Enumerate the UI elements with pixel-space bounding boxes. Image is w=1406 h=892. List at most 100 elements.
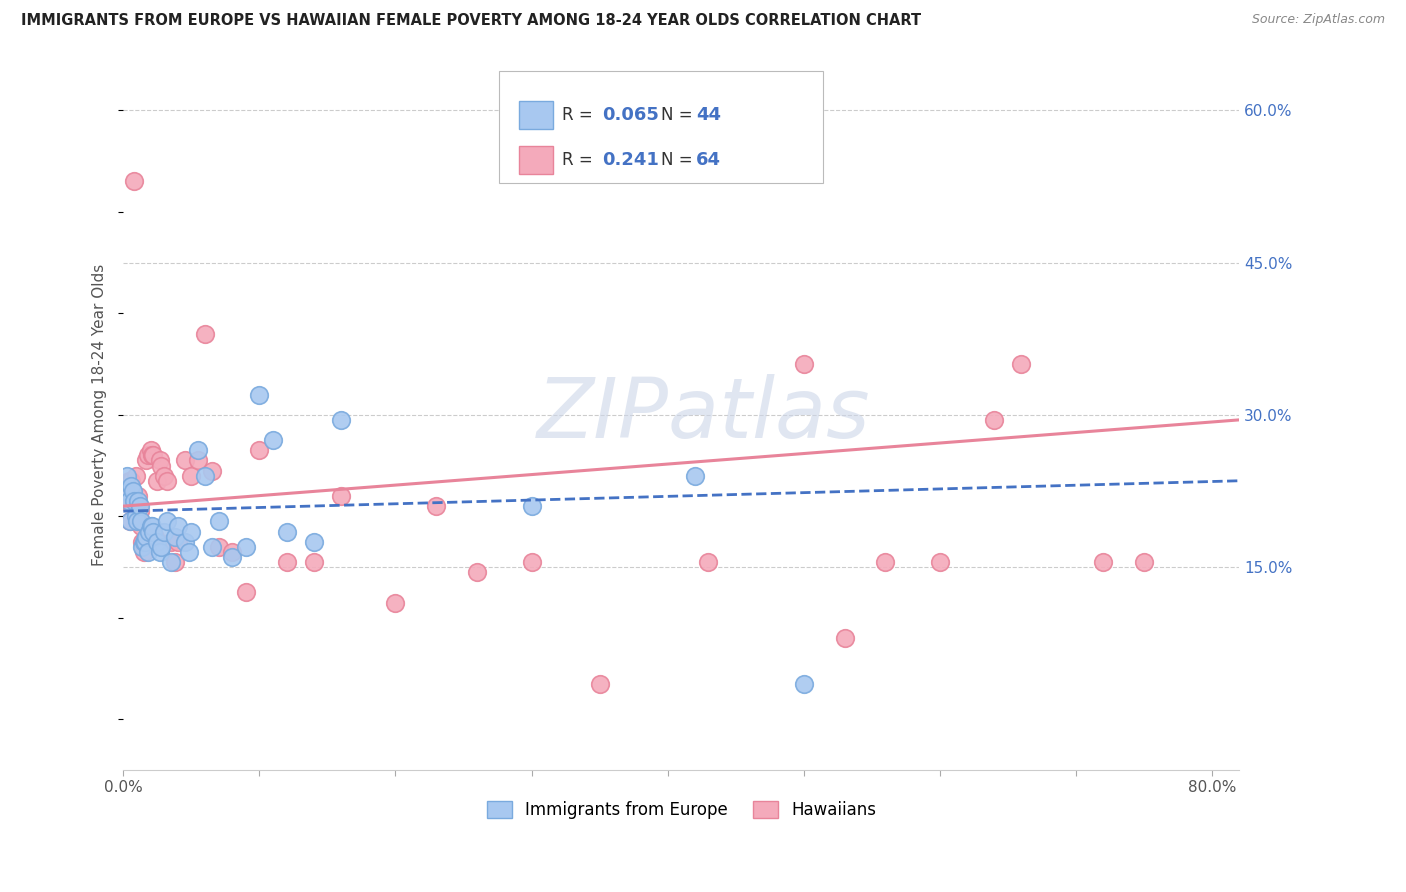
Point bbox=[128, 499, 150, 513]
Point bbox=[117, 468, 139, 483]
Y-axis label: Female Poverty Among 18-24 Year Olds: Female Poverty Among 18-24 Year Olds bbox=[93, 264, 107, 566]
Point bbox=[125, 514, 148, 528]
Point bbox=[132, 545, 155, 559]
Point bbox=[121, 483, 143, 498]
Point bbox=[139, 443, 162, 458]
Point bbox=[122, 494, 145, 508]
Point bbox=[132, 534, 155, 549]
Point bbox=[875, 555, 897, 569]
Point bbox=[330, 413, 353, 427]
Point bbox=[131, 534, 153, 549]
Point bbox=[173, 453, 195, 467]
Text: 0.241: 0.241 bbox=[602, 151, 658, 169]
Point bbox=[124, 509, 146, 524]
Point bbox=[194, 468, 217, 483]
Point bbox=[187, 453, 209, 467]
Point bbox=[177, 545, 200, 559]
Point bbox=[302, 534, 325, 549]
Text: N =: N = bbox=[661, 106, 697, 124]
Point bbox=[118, 474, 141, 488]
Text: ZIPatlas: ZIPatlas bbox=[537, 375, 870, 455]
Point bbox=[153, 524, 176, 539]
Point bbox=[235, 540, 257, 554]
Point bbox=[139, 519, 162, 533]
Point bbox=[134, 534, 156, 549]
Point bbox=[135, 530, 157, 544]
Point bbox=[425, 499, 447, 513]
Point bbox=[201, 464, 224, 478]
Point bbox=[142, 449, 165, 463]
Text: Source: ZipAtlas.com: Source: ZipAtlas.com bbox=[1251, 13, 1385, 27]
Point bbox=[150, 540, 173, 554]
Point bbox=[153, 468, 176, 483]
Point bbox=[163, 530, 186, 544]
Point bbox=[160, 555, 183, 569]
Point bbox=[928, 555, 950, 569]
Point bbox=[1092, 555, 1115, 569]
Point bbox=[276, 555, 298, 569]
Point bbox=[121, 479, 143, 493]
Point bbox=[187, 443, 209, 458]
Point bbox=[163, 555, 186, 569]
Point bbox=[302, 555, 325, 569]
Point bbox=[128, 504, 150, 518]
Point bbox=[166, 534, 188, 549]
Point bbox=[201, 540, 224, 554]
Point bbox=[207, 514, 229, 528]
Point bbox=[1011, 357, 1033, 371]
Point bbox=[235, 585, 257, 599]
Point bbox=[138, 524, 160, 539]
Point bbox=[149, 545, 172, 559]
Point bbox=[136, 545, 159, 559]
Point bbox=[142, 524, 165, 539]
Point bbox=[207, 540, 229, 554]
Point bbox=[247, 443, 270, 458]
Point bbox=[146, 474, 169, 488]
Point bbox=[520, 499, 543, 513]
Point bbox=[520, 555, 543, 569]
Point bbox=[465, 565, 488, 579]
Point bbox=[384, 596, 406, 610]
Point bbox=[129, 519, 152, 533]
Point bbox=[149, 453, 172, 467]
Point bbox=[124, 468, 146, 483]
Text: R =: R = bbox=[562, 106, 599, 124]
Point bbox=[194, 326, 217, 341]
Text: N =: N = bbox=[661, 151, 697, 169]
Point bbox=[247, 387, 270, 401]
Point bbox=[141, 519, 163, 533]
Point bbox=[121, 489, 143, 503]
Point bbox=[134, 534, 156, 549]
Point bbox=[156, 474, 179, 488]
Point bbox=[1133, 555, 1156, 569]
Point bbox=[146, 534, 169, 549]
Point bbox=[221, 549, 243, 564]
Point bbox=[221, 545, 243, 559]
Point bbox=[141, 449, 163, 463]
Point bbox=[127, 494, 149, 508]
Text: IMMIGRANTS FROM EUROPE VS HAWAIIAN FEMALE POVERTY AMONG 18-24 YEAR OLDS CORRELAT: IMMIGRANTS FROM EUROPE VS HAWAIIAN FEMAL… bbox=[21, 13, 921, 29]
Point bbox=[120, 514, 142, 528]
Point bbox=[697, 555, 720, 569]
Point bbox=[156, 514, 179, 528]
Point bbox=[180, 524, 202, 539]
Point bbox=[166, 519, 188, 533]
Text: 64: 64 bbox=[696, 151, 721, 169]
Point bbox=[118, 494, 141, 508]
Text: 0.065: 0.065 bbox=[602, 106, 658, 124]
Point bbox=[262, 433, 284, 447]
Legend: Immigrants from Europe, Hawaiians: Immigrants from Europe, Hawaiians bbox=[479, 794, 883, 826]
Point bbox=[121, 474, 143, 488]
Point bbox=[120, 514, 142, 528]
Point bbox=[125, 499, 148, 513]
Point bbox=[117, 483, 139, 498]
Point bbox=[834, 631, 856, 645]
Point bbox=[136, 449, 159, 463]
Point bbox=[173, 534, 195, 549]
Point bbox=[330, 489, 353, 503]
Point bbox=[115, 483, 138, 498]
Point bbox=[129, 514, 152, 528]
Text: R =: R = bbox=[562, 151, 599, 169]
Point bbox=[127, 489, 149, 503]
Point bbox=[143, 530, 166, 544]
